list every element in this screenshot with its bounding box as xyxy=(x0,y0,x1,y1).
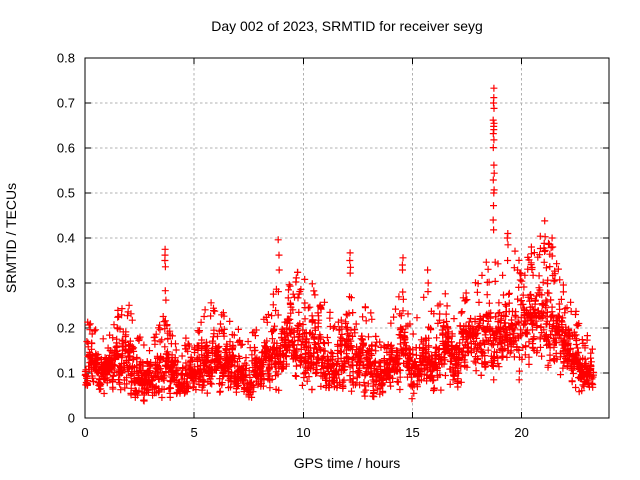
y-axis-label: SRMTID / TECUs xyxy=(3,183,19,293)
x-tick-label: 0 xyxy=(81,425,88,440)
x-tick-label: 15 xyxy=(405,425,419,440)
y-tick-label: 0.7 xyxy=(57,96,75,111)
y-tick-label: 0.3 xyxy=(57,276,75,291)
y-tick-label: 0.8 xyxy=(57,51,75,66)
y-tick-label: 0.6 xyxy=(57,141,75,156)
x-axis-label: GPS time / hours xyxy=(294,455,401,471)
tick-labels-layer: 0 5 10 15 20 0 0.1 0.2 0.3 0.4 0.5 0.6 0.7 0.8 xyxy=(57,51,529,441)
data-points-path xyxy=(81,84,597,405)
y-tick-label: 0.2 xyxy=(57,321,75,336)
plot-border xyxy=(84,57,610,419)
grid-layer xyxy=(85,58,609,418)
x-tick-label: 10 xyxy=(296,425,310,440)
y-tick-label: 0.5 xyxy=(57,186,75,201)
data-points-layer xyxy=(81,84,597,405)
y-tick-label: 0.4 xyxy=(57,231,75,246)
chart-title: Day 002 of 2023, SRMTID for receiver sey… xyxy=(211,18,483,34)
y-tick-label: 0 xyxy=(68,411,75,426)
x-tick-label: 5 xyxy=(191,425,198,440)
y-tick-label: 0.1 xyxy=(57,366,75,381)
x-tick-label: 20 xyxy=(514,425,528,440)
